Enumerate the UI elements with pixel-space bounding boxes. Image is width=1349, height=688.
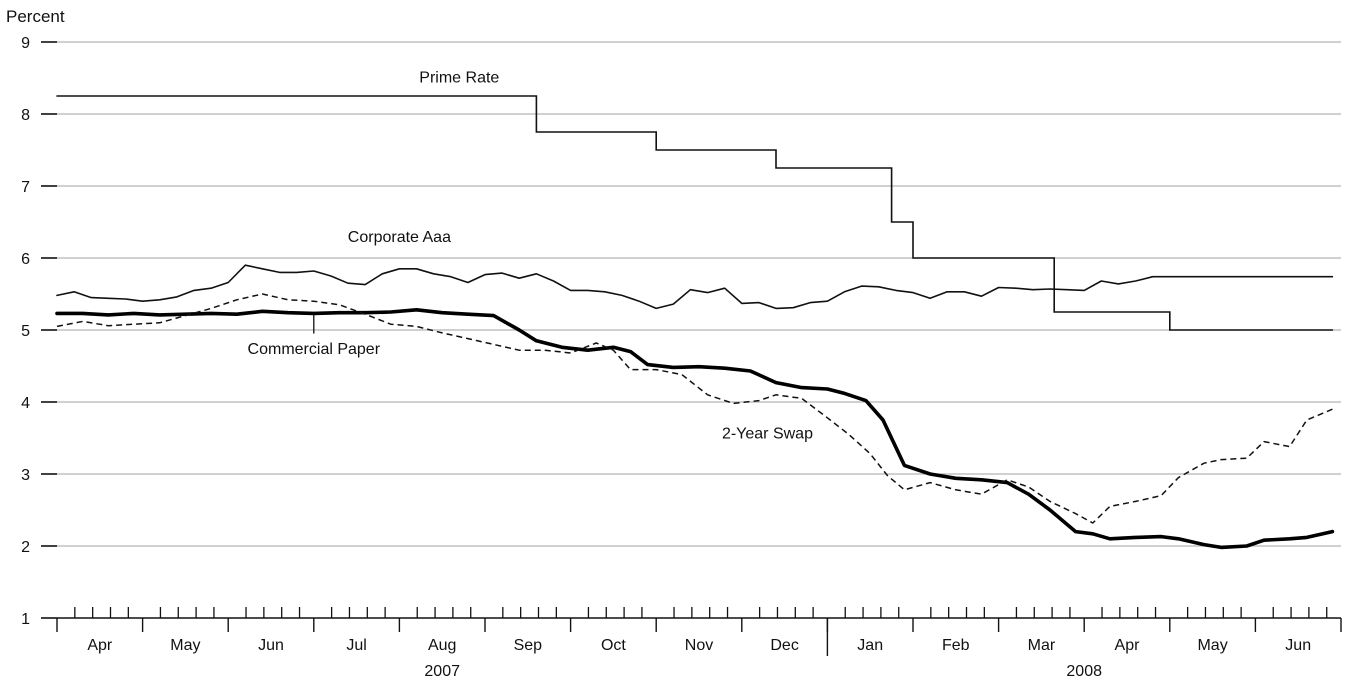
annotation-label: Corporate Aaa: [348, 229, 451, 246]
x-tick-label: Oct: [601, 637, 626, 654]
y-tick-label: 7: [21, 179, 30, 196]
x-tick-label: Nov: [685, 637, 713, 654]
x-tick-label: Jun: [1285, 637, 1311, 654]
y-tick-label: 5: [21, 323, 30, 340]
x-tick-label: Sep: [514, 637, 543, 654]
annotation-label: Commercial Paper: [248, 341, 381, 358]
y-tick-label: 3: [21, 467, 30, 484]
year-label: 2007: [424, 663, 460, 680]
series-commercial-paper: [55, 308, 1335, 550]
y-tick-label: 6: [21, 251, 30, 268]
y-tick-label: 4: [21, 395, 30, 412]
year-label: 2008: [1066, 663, 1102, 680]
y-tick-label: 1: [21, 611, 30, 628]
y-tick-label: 9: [21, 35, 30, 52]
y-axis-label: Percent: [6, 7, 65, 26]
x-tick-label: May: [170, 637, 200, 654]
x-tick-label: Apr: [1115, 637, 1141, 654]
series-2-year-swap: [56, 293, 1333, 524]
x-tick-label: Feb: [942, 637, 970, 654]
series-corporate-aaa: [56, 264, 1334, 310]
x-tick-label: Apr: [87, 637, 113, 654]
series-lines: [55, 95, 1335, 550]
x-tick-label: Jun: [258, 637, 284, 654]
grid-lines: [57, 41, 1341, 547]
x-tick-label: Jan: [857, 637, 883, 654]
x-tick-label: May: [1197, 637, 1227, 654]
x-tick-label: Aug: [428, 637, 456, 654]
y-tick-label: 8: [21, 107, 30, 124]
x-tick-label: Dec: [770, 637, 798, 654]
annotation-label: 2-Year Swap: [722, 426, 813, 443]
annotations: Prime Rate Corporate Aaa Commercial Paper 2…: [248, 69, 814, 442]
annotation-label: Prime Rate: [419, 69, 499, 86]
x-tick-label: Jul: [346, 637, 366, 654]
y-tick-label: 2: [21, 539, 30, 556]
x-tick-label: Mar: [1028, 637, 1056, 654]
x-axis: 1 2 3 4 5 6 7 8 9 Apr May Jun Jul Aug Sep Oct Nov Dec Jan F…: [21, 35, 1342, 680]
series-prime-rate: [56, 95, 1334, 331]
